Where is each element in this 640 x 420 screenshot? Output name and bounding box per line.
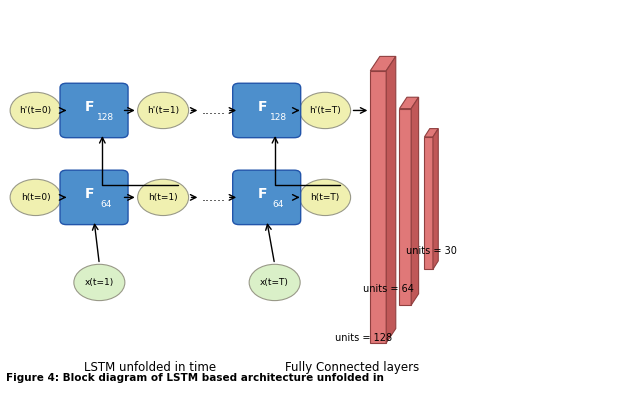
Text: ......: ...... [202, 191, 225, 204]
Text: 64: 64 [100, 200, 111, 209]
Circle shape [10, 179, 61, 215]
Text: h'(t=0): h'(t=0) [20, 106, 52, 115]
Text: 128: 128 [97, 113, 115, 122]
Text: LSTM unfolded in time: LSTM unfolded in time [84, 361, 216, 374]
Polygon shape [424, 137, 433, 269]
FancyBboxPatch shape [60, 83, 128, 138]
Text: Figure 4: Block diagram of LSTM based architecture unfolded in: Figure 4: Block diagram of LSTM based ar… [6, 373, 384, 383]
Text: h(t=1): h(t=1) [148, 193, 178, 202]
Polygon shape [399, 97, 419, 109]
Text: F: F [258, 187, 267, 201]
Circle shape [300, 179, 351, 215]
Text: Fully Connected layers: Fully Connected layers [285, 361, 419, 374]
Polygon shape [386, 56, 396, 343]
Text: 64: 64 [273, 200, 284, 209]
Circle shape [138, 179, 189, 215]
Polygon shape [424, 129, 438, 137]
Text: units = 64: units = 64 [364, 284, 414, 294]
Text: F: F [85, 187, 95, 201]
Text: ......: ...... [202, 104, 225, 117]
Circle shape [74, 264, 125, 301]
Text: h'(t=1): h'(t=1) [147, 106, 179, 115]
Circle shape [249, 264, 300, 301]
Polygon shape [399, 109, 411, 305]
Text: units = 30: units = 30 [406, 246, 457, 256]
Circle shape [10, 92, 61, 129]
Text: x(t=T): x(t=T) [260, 278, 289, 287]
Text: F: F [258, 100, 267, 114]
Text: F: F [85, 100, 95, 114]
Text: x(t=1): x(t=1) [84, 278, 114, 287]
Text: 128: 128 [270, 113, 287, 122]
Circle shape [300, 92, 351, 129]
FancyBboxPatch shape [233, 170, 301, 225]
Polygon shape [371, 71, 386, 343]
Text: h'(t=T): h'(t=T) [309, 106, 341, 115]
Polygon shape [411, 97, 419, 305]
Text: h(t=T): h(t=T) [310, 193, 340, 202]
Polygon shape [371, 56, 396, 71]
FancyBboxPatch shape [233, 83, 301, 138]
Text: h(t=0): h(t=0) [21, 193, 51, 202]
Polygon shape [433, 129, 438, 269]
Circle shape [138, 92, 189, 129]
FancyBboxPatch shape [60, 170, 128, 225]
Text: units = 128: units = 128 [335, 333, 392, 343]
